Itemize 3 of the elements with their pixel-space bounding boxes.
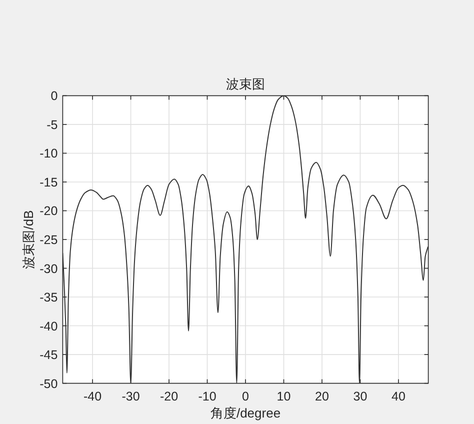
- title: 波束图: [226, 78, 265, 93]
- ylabel: 波束图/dB: [21, 210, 36, 269]
- xlabel: 角度/degree: [210, 405, 281, 420]
